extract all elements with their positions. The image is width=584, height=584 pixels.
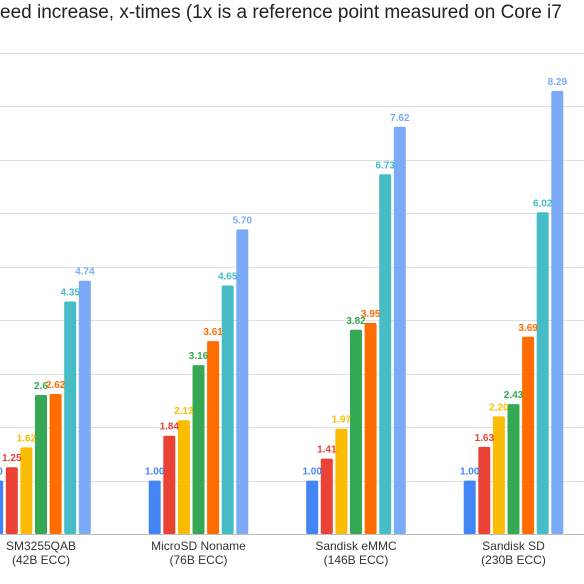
data-label: 4.65 bbox=[218, 272, 238, 283]
bar bbox=[163, 435, 176, 534]
bar bbox=[207, 341, 220, 534]
bar bbox=[20, 447, 33, 534]
bar bbox=[177, 420, 190, 534]
bar bbox=[306, 480, 319, 534]
data-label: 2.13 bbox=[174, 406, 194, 417]
data-label: 6.73 bbox=[375, 160, 395, 171]
bar bbox=[463, 480, 476, 534]
bar bbox=[350, 329, 362, 534]
chart-title: eed increase, x-times (1x is a reference… bbox=[0, 2, 562, 23]
bar bbox=[379, 174, 392, 535]
data-label: 1.84 bbox=[160, 422, 180, 433]
data-label: 1.41 bbox=[317, 445, 337, 456]
data-label: 6.02 bbox=[533, 198, 553, 209]
bar bbox=[492, 416, 505, 534]
bar bbox=[0, 480, 4, 534]
bar bbox=[393, 126, 406, 535]
bar bbox=[148, 480, 161, 534]
data-label: 4.74 bbox=[75, 267, 95, 278]
category-label: (76B ECC) bbox=[169, 553, 227, 567]
bar bbox=[478, 446, 491, 534]
bar bbox=[35, 395, 47, 534]
data-label: 1.25 bbox=[2, 453, 22, 464]
category-label: (146B ECC) bbox=[324, 553, 389, 567]
bar bbox=[507, 404, 520, 534]
data-label: 2.20 bbox=[489, 402, 509, 413]
data-label: 00 bbox=[0, 467, 3, 478]
data-label: 8.29 bbox=[548, 77, 568, 88]
data-label: 7.62 bbox=[390, 113, 410, 124]
category-label: SM3255QAB bbox=[6, 539, 76, 553]
data-label: 4.35 bbox=[60, 288, 80, 299]
data-label: 1.00 bbox=[145, 467, 165, 478]
data-label: 1.00 bbox=[302, 467, 322, 478]
bar bbox=[522, 336, 535, 534]
bar bbox=[236, 229, 249, 534]
data-label: 2.43 bbox=[504, 390, 524, 401]
data-label: 1.00 bbox=[460, 467, 480, 478]
bar bbox=[5, 467, 18, 534]
bar bbox=[335, 428, 348, 534]
data-label: 2.62 bbox=[46, 380, 66, 391]
bar bbox=[78, 280, 91, 534]
data-label: 3.61 bbox=[203, 327, 223, 338]
category-label: Sandisk eMMC bbox=[315, 539, 397, 553]
category-label: MicroSD Noname bbox=[151, 539, 246, 553]
data-label: 3.82 bbox=[346, 316, 366, 327]
bar bbox=[364, 322, 377, 534]
category-label: (230B ECC) bbox=[481, 553, 546, 567]
bar bbox=[221, 285, 234, 534]
data-label: 3.95 bbox=[361, 309, 381, 320]
bar bbox=[192, 365, 205, 534]
data-label: 1.97 bbox=[332, 415, 352, 426]
bar bbox=[551, 90, 564, 535]
category-label: (42B ECC) bbox=[12, 553, 70, 567]
bar bbox=[536, 212, 549, 535]
data-label: 1.63 bbox=[475, 433, 495, 444]
data-label: 2.6 bbox=[34, 381, 48, 392]
data-label: 3.16 bbox=[189, 351, 209, 362]
bar bbox=[49, 394, 62, 534]
bar bbox=[320, 458, 333, 534]
bar bbox=[64, 301, 77, 534]
data-label: 3.69 bbox=[518, 323, 538, 334]
data-label: 5.70 bbox=[233, 215, 253, 226]
category-label: Sandisk SD bbox=[482, 539, 545, 553]
data-label: 1.62 bbox=[17, 433, 37, 444]
